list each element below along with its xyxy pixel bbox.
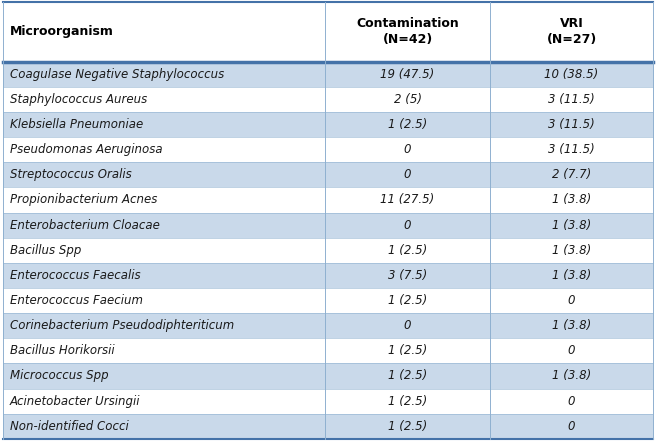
- Text: 0: 0: [404, 143, 411, 156]
- Text: 1 (2.5): 1 (2.5): [388, 420, 427, 433]
- Text: 3 (7.5): 3 (7.5): [388, 269, 427, 282]
- Text: 1 (2.5): 1 (2.5): [388, 118, 427, 131]
- Text: Contamination
(N=42): Contamination (N=42): [356, 18, 459, 46]
- Text: 1 (3.8): 1 (3.8): [552, 244, 591, 257]
- Text: 0: 0: [568, 344, 575, 357]
- FancyBboxPatch shape: [3, 187, 653, 213]
- FancyBboxPatch shape: [3, 62, 653, 87]
- Text: 1 (2.5): 1 (2.5): [388, 294, 427, 307]
- Text: Enterobacterium Cloacae: Enterobacterium Cloacae: [10, 219, 159, 232]
- Text: 1 (2.5): 1 (2.5): [388, 344, 427, 357]
- Text: 2 (5): 2 (5): [394, 93, 422, 106]
- Text: 2 (7.7): 2 (7.7): [552, 168, 591, 181]
- Text: Corinebacterium Pseudodiphteriticum: Corinebacterium Pseudodiphteriticum: [10, 319, 234, 332]
- FancyBboxPatch shape: [3, 137, 653, 162]
- Text: 0: 0: [568, 395, 575, 407]
- Text: VRI
(N=27): VRI (N=27): [546, 18, 597, 46]
- Text: 0: 0: [568, 420, 575, 433]
- Text: 0: 0: [568, 294, 575, 307]
- Text: Pseudomonas Aeruginosa: Pseudomonas Aeruginosa: [10, 143, 163, 156]
- Text: 1 (3.8): 1 (3.8): [552, 219, 591, 232]
- FancyBboxPatch shape: [3, 338, 653, 363]
- Text: 1 (2.5): 1 (2.5): [388, 370, 427, 382]
- FancyBboxPatch shape: [3, 313, 653, 338]
- Text: Klebsiella Pneumoniae: Klebsiella Pneumoniae: [10, 118, 143, 131]
- Text: Microorganism: Microorganism: [10, 26, 113, 38]
- Text: Streptococcus Oralis: Streptococcus Oralis: [10, 168, 132, 181]
- Text: Bacillus Horikorsii: Bacillus Horikorsii: [10, 344, 114, 357]
- Text: 0: 0: [404, 219, 411, 232]
- FancyBboxPatch shape: [3, 389, 653, 414]
- Text: 3 (11.5): 3 (11.5): [548, 93, 595, 106]
- FancyBboxPatch shape: [3, 87, 653, 112]
- Text: Staphylococcus Aureus: Staphylococcus Aureus: [10, 93, 147, 106]
- FancyBboxPatch shape: [3, 162, 653, 187]
- Text: Acinetobacter Ursingii: Acinetobacter Ursingii: [10, 395, 140, 407]
- Text: 19 (47.5): 19 (47.5): [380, 68, 435, 81]
- Text: 0: 0: [404, 168, 411, 181]
- Text: Micrococcus Spp: Micrococcus Spp: [10, 370, 108, 382]
- Text: 0: 0: [404, 319, 411, 332]
- FancyBboxPatch shape: [3, 238, 653, 263]
- FancyBboxPatch shape: [3, 414, 653, 439]
- Text: 1 (2.5): 1 (2.5): [388, 244, 427, 257]
- Text: 1 (3.8): 1 (3.8): [552, 319, 591, 332]
- FancyBboxPatch shape: [3, 112, 653, 137]
- Text: 1 (3.8): 1 (3.8): [552, 269, 591, 282]
- FancyBboxPatch shape: [3, 213, 653, 238]
- Text: Enterococcus Faecium: Enterococcus Faecium: [10, 294, 143, 307]
- Text: Coagulase Negative Staphylococcus: Coagulase Negative Staphylococcus: [10, 68, 224, 81]
- Text: Bacillus Spp: Bacillus Spp: [10, 244, 81, 257]
- Text: 3 (11.5): 3 (11.5): [548, 143, 595, 156]
- FancyBboxPatch shape: [3, 263, 653, 288]
- Text: Enterococcus Faecalis: Enterococcus Faecalis: [10, 269, 140, 282]
- FancyBboxPatch shape: [3, 363, 653, 389]
- Text: 3 (11.5): 3 (11.5): [548, 118, 595, 131]
- Text: 1 (3.8): 1 (3.8): [552, 194, 591, 206]
- FancyBboxPatch shape: [3, 288, 653, 313]
- FancyBboxPatch shape: [3, 2, 653, 62]
- Text: 1 (2.5): 1 (2.5): [388, 395, 427, 407]
- Text: Non-identified Cocci: Non-identified Cocci: [10, 420, 129, 433]
- Text: 11 (27.5): 11 (27.5): [380, 194, 435, 206]
- Text: 1 (3.8): 1 (3.8): [552, 370, 591, 382]
- Text: 10 (38.5): 10 (38.5): [544, 68, 599, 81]
- Text: Propionibacterium Acnes: Propionibacterium Acnes: [10, 194, 157, 206]
